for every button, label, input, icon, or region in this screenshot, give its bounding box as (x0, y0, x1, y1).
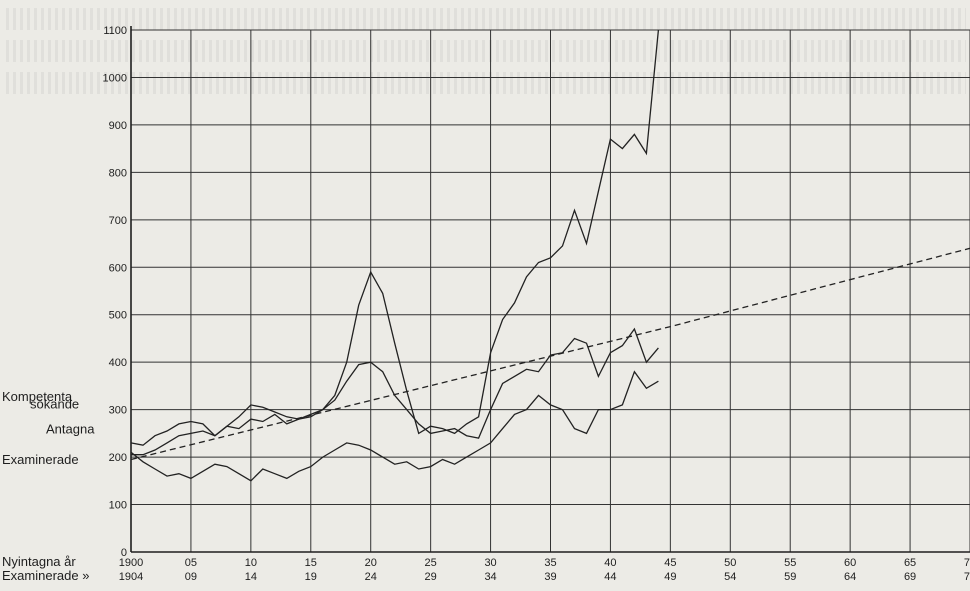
x-tick-label-intake: 10 (245, 557, 257, 569)
x-tick-label-intake: 15 (305, 557, 317, 569)
x-tick-label-graduated: 59 (784, 571, 796, 583)
x-tick-label-graduated: 64 (844, 571, 856, 583)
x-tick-label-intake: 25 (425, 557, 437, 569)
x-tick-label-intake: 70 (964, 557, 970, 569)
x-tick-label-graduated: 09 (185, 571, 197, 583)
y-tick-label: 300 (109, 405, 127, 417)
series-examinerade (130, 370, 659, 482)
x-tick-label-graduated: 24 (365, 571, 377, 583)
y-tick-label: 200 (109, 452, 127, 464)
y-tick-label: 900 (109, 120, 127, 132)
label-antagna: Antagna (46, 421, 95, 436)
x-tick-label-intake: 1900 (119, 557, 143, 569)
x-tick-label-graduated: 34 (484, 571, 496, 583)
x-tick-label-graduated: 44 (604, 571, 616, 583)
x-tick-label-intake: 55 (784, 557, 796, 569)
x-tick-label-intake: 35 (544, 557, 556, 569)
x-tick-label-intake: 05 (185, 557, 197, 569)
x-tick-label-graduated: 19 (305, 571, 317, 583)
y-tick-label: 1000 (103, 72, 127, 84)
x-tick-label-intake: 60 (844, 557, 856, 569)
x-tick-label-graduated: 49 (664, 571, 676, 583)
x-tick-label-graduated: 1904 (119, 571, 143, 583)
background-text-bleed (6, 40, 966, 62)
background-text-bleed (6, 8, 966, 30)
y-tick-label: 500 (109, 310, 127, 322)
x-tick-label-intake: 40 (604, 557, 616, 569)
series-trend-line (130, 247, 970, 461)
x-tick-label-intake: 65 (904, 557, 916, 569)
y-tick-label: 700 (109, 215, 127, 227)
x-tick-label-graduated: 54 (724, 571, 736, 583)
y-tick-label: 100 (109, 500, 127, 512)
label-examinerade: Examinerade (2, 452, 79, 467)
series-antagna (130, 327, 659, 446)
labels: 0 100 200 300 400 500 600 700 800 900 1000 1100 1900… (2, 25, 970, 583)
series-lines (130, 29, 970, 482)
y-tick-label: 800 (109, 167, 127, 179)
y-tick-label: 600 (109, 262, 127, 274)
x-tick-label-graduated: 14 (245, 571, 257, 583)
x-tick-label-intake: 30 (484, 557, 496, 569)
series-kompetenta-sokande (131, 29, 660, 456)
grid (130, 26, 970, 553)
x-row-label-intake: Nyintagna år (2, 554, 76, 569)
x-tick-label-graduated: 69 (904, 571, 916, 583)
x-tick-label-graduated: 39 (544, 571, 556, 583)
x-tick-label-intake: 20 (365, 557, 377, 569)
x-tick-label-intake: 50 (724, 557, 736, 569)
y-tick-label: 0 (121, 547, 127, 559)
y-tick-label: 1100 (103, 25, 127, 37)
y-tick-label: 400 (109, 357, 127, 369)
x-tick-label-intake: 45 (664, 557, 676, 569)
x-row-label-graduated: Examinerade » (2, 568, 89, 583)
label-kompetenta-sokande: Kompetenta (2, 389, 73, 404)
x-tick-label-graduated: 74 (964, 571, 970, 583)
label-kompetenta-sokande-2: sökande (30, 397, 79, 412)
x-tick-label-graduated: 29 (425, 571, 437, 583)
